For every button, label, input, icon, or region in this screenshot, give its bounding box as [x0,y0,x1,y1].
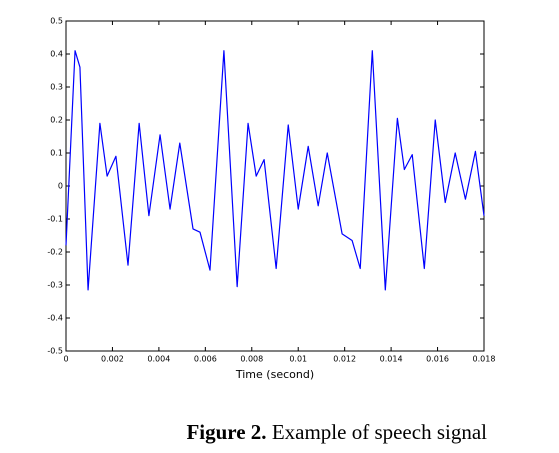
x-tick-label: 0.002 [101,355,124,364]
x-tick-label: 0.012 [333,355,356,364]
y-tick-label: -0.3 [47,281,63,290]
x-tick-label: 0.016 [426,355,449,364]
x-tick-label: 0.004 [147,355,170,364]
y-tick-label: 0.3 [50,83,63,92]
caption: Figure 2. Example of speech signal [186,420,487,444]
x-tick-label: 0 [63,355,68,364]
plot-frame [65,20,485,352]
y-tick-label: -0.5 [47,347,63,356]
y-tick-label: -0.1 [47,215,63,224]
x-tick-label: 0.01 [289,355,307,364]
y-tick-label: 0.2 [50,116,63,125]
y-tick-label: 0.1 [50,149,63,158]
x-tick-label: 0.014 [380,355,403,364]
caption-text: Example of speech signal [272,420,487,444]
caption-label: Figure 2. [186,420,266,444]
y-tick-label: -0.4 [47,314,63,323]
x-tick-label: 0.006 [194,355,217,364]
y-tick-label: 0 [58,182,63,191]
y-tick-label: -0.2 [47,248,63,257]
x-tick-label: 0.008 [240,355,263,364]
y-tick-label: 0.5 [50,17,63,26]
x-axis-label: Time (second) [235,368,314,381]
y-tick-label: 0.4 [50,50,63,59]
signal-line [65,50,485,291]
x-tick-label: 0.018 [473,355,496,364]
